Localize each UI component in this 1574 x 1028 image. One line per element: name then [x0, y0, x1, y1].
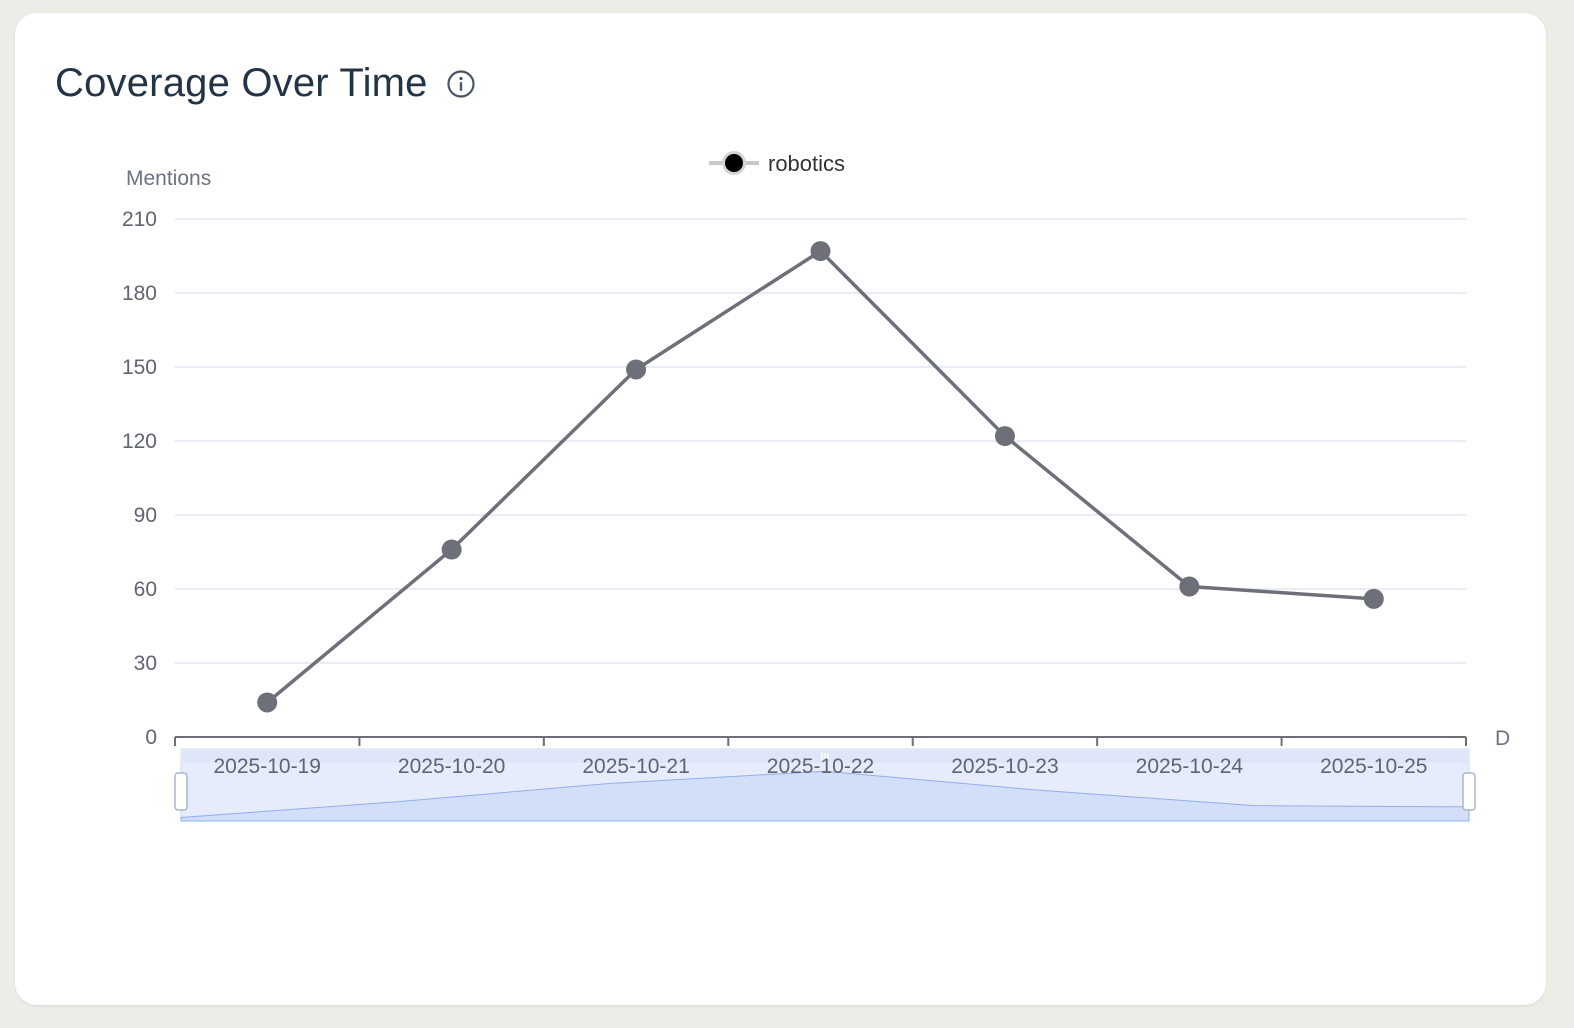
- x-tick-label: 2025-10-22: [767, 755, 874, 778]
- y-tick-label: 180: [122, 282, 157, 305]
- series-line: [266, 249, 1374, 704]
- data-point[interactable]: [1179, 576, 1200, 597]
- legend[interactable]: robotics: [709, 151, 845, 176]
- info-icon[interactable]: [446, 69, 476, 99]
- grid-lines: [175, 218, 1466, 664]
- y-tick-label: 210: [122, 208, 157, 231]
- y-tick-label: 150: [122, 356, 157, 379]
- data-point[interactable]: [257, 692, 278, 713]
- y-tick-label: 0: [145, 726, 157, 749]
- x-axis-label: D: [1495, 727, 1510, 750]
- data-point[interactable]: [626, 359, 647, 380]
- zoom-preview-area: [180, 770, 1470, 822]
- y-tick-label: 30: [134, 652, 157, 675]
- x-axis-ticks: 2025-10-19 2025-10-20 2025-10-21 2025-10-22…: [214, 755, 1428, 778]
- y-tick-label: 90: [134, 504, 157, 527]
- series-robotics: [257, 241, 1384, 713]
- x-tick-label: 2025-10-20: [398, 755, 505, 778]
- zoom-handle-right[interactable]: [1462, 772, 1476, 811]
- chart-card: Coverage Over Time: [15, 13, 1546, 1005]
- x-tick-label: 2025-10-25: [1320, 755, 1427, 778]
- card-title: Coverage Over Time: [55, 61, 428, 105]
- x-axis: [174, 736, 1467, 746]
- data-point[interactable]: [810, 241, 831, 262]
- data-zoom-slider[interactable]: [174, 748, 1476, 822]
- x-tick-label: 2025-10-21: [582, 755, 689, 778]
- y-axis-ticks: 0 30 60 90 120 150 180 210: [122, 208, 157, 749]
- data-point[interactable]: [994, 426, 1015, 447]
- zoom-handle-left[interactable]: [174, 772, 188, 811]
- y-tick-label: 60: [134, 578, 157, 601]
- x-tick-label: 2025-10-24: [1136, 755, 1244, 778]
- legend-label[interactable]: robotics: [768, 151, 845, 176]
- legend-marker: [725, 154, 743, 172]
- y-tick-label: 120: [122, 430, 157, 453]
- x-tick-label: 2025-10-23: [951, 755, 1058, 778]
- x-tick-label: 2025-10-19: [214, 755, 321, 778]
- y-axis-label: Mentions: [126, 167, 211, 190]
- card-header: Coverage Over Time: [55, 61, 476, 106]
- data-point[interactable]: [441, 539, 462, 560]
- data-point[interactable]: [1363, 588, 1384, 609]
